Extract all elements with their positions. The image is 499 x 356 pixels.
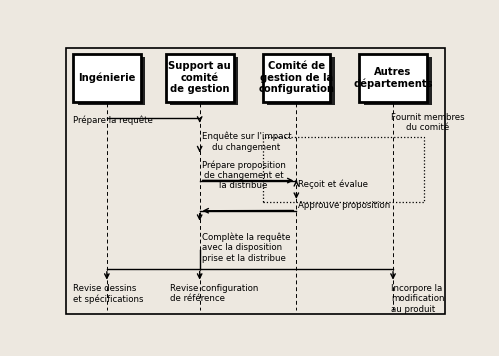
FancyBboxPatch shape (66, 48, 445, 314)
FancyBboxPatch shape (73, 54, 141, 102)
Text: Incorpore la
modification
au produit: Incorpore la modification au produit (391, 284, 445, 314)
Text: Fournit membres
du comité: Fournit membres du comité (391, 112, 465, 132)
Text: Support au
comité
de gestion: Support au comité de gestion (168, 61, 231, 94)
Text: Revise configuration
de référence: Revise configuration de référence (170, 284, 258, 303)
FancyBboxPatch shape (359, 54, 427, 102)
Text: Prépare proposition
de changement et
la distribue: Prépare proposition de changement et la … (202, 160, 285, 190)
FancyBboxPatch shape (267, 57, 335, 105)
Text: Comité de
gestion de la
configuration: Comité de gestion de la configuration (258, 61, 334, 94)
FancyBboxPatch shape (171, 57, 238, 105)
FancyBboxPatch shape (78, 57, 145, 105)
FancyBboxPatch shape (166, 54, 234, 102)
Text: Enquête sur l'impact
du changement: Enquête sur l'impact du changement (202, 132, 291, 152)
Text: Ingénierie: Ingénierie (78, 72, 136, 83)
Text: Autres
départements: Autres départements (353, 67, 433, 89)
FancyBboxPatch shape (364, 57, 432, 105)
Text: Revise dessins
et spécifications: Revise dessins et spécifications (73, 284, 144, 304)
Text: Approuve proposition: Approuve proposition (298, 201, 391, 210)
Text: Complète la requête
avec la disposition
prise et la distribue: Complète la requête avec la disposition … (202, 232, 290, 263)
FancyBboxPatch shape (262, 54, 330, 102)
Text: Reçoit et évalue: Reçoit et évalue (298, 179, 368, 189)
Text: Prépare la requête: Prépare la requête (73, 115, 153, 125)
